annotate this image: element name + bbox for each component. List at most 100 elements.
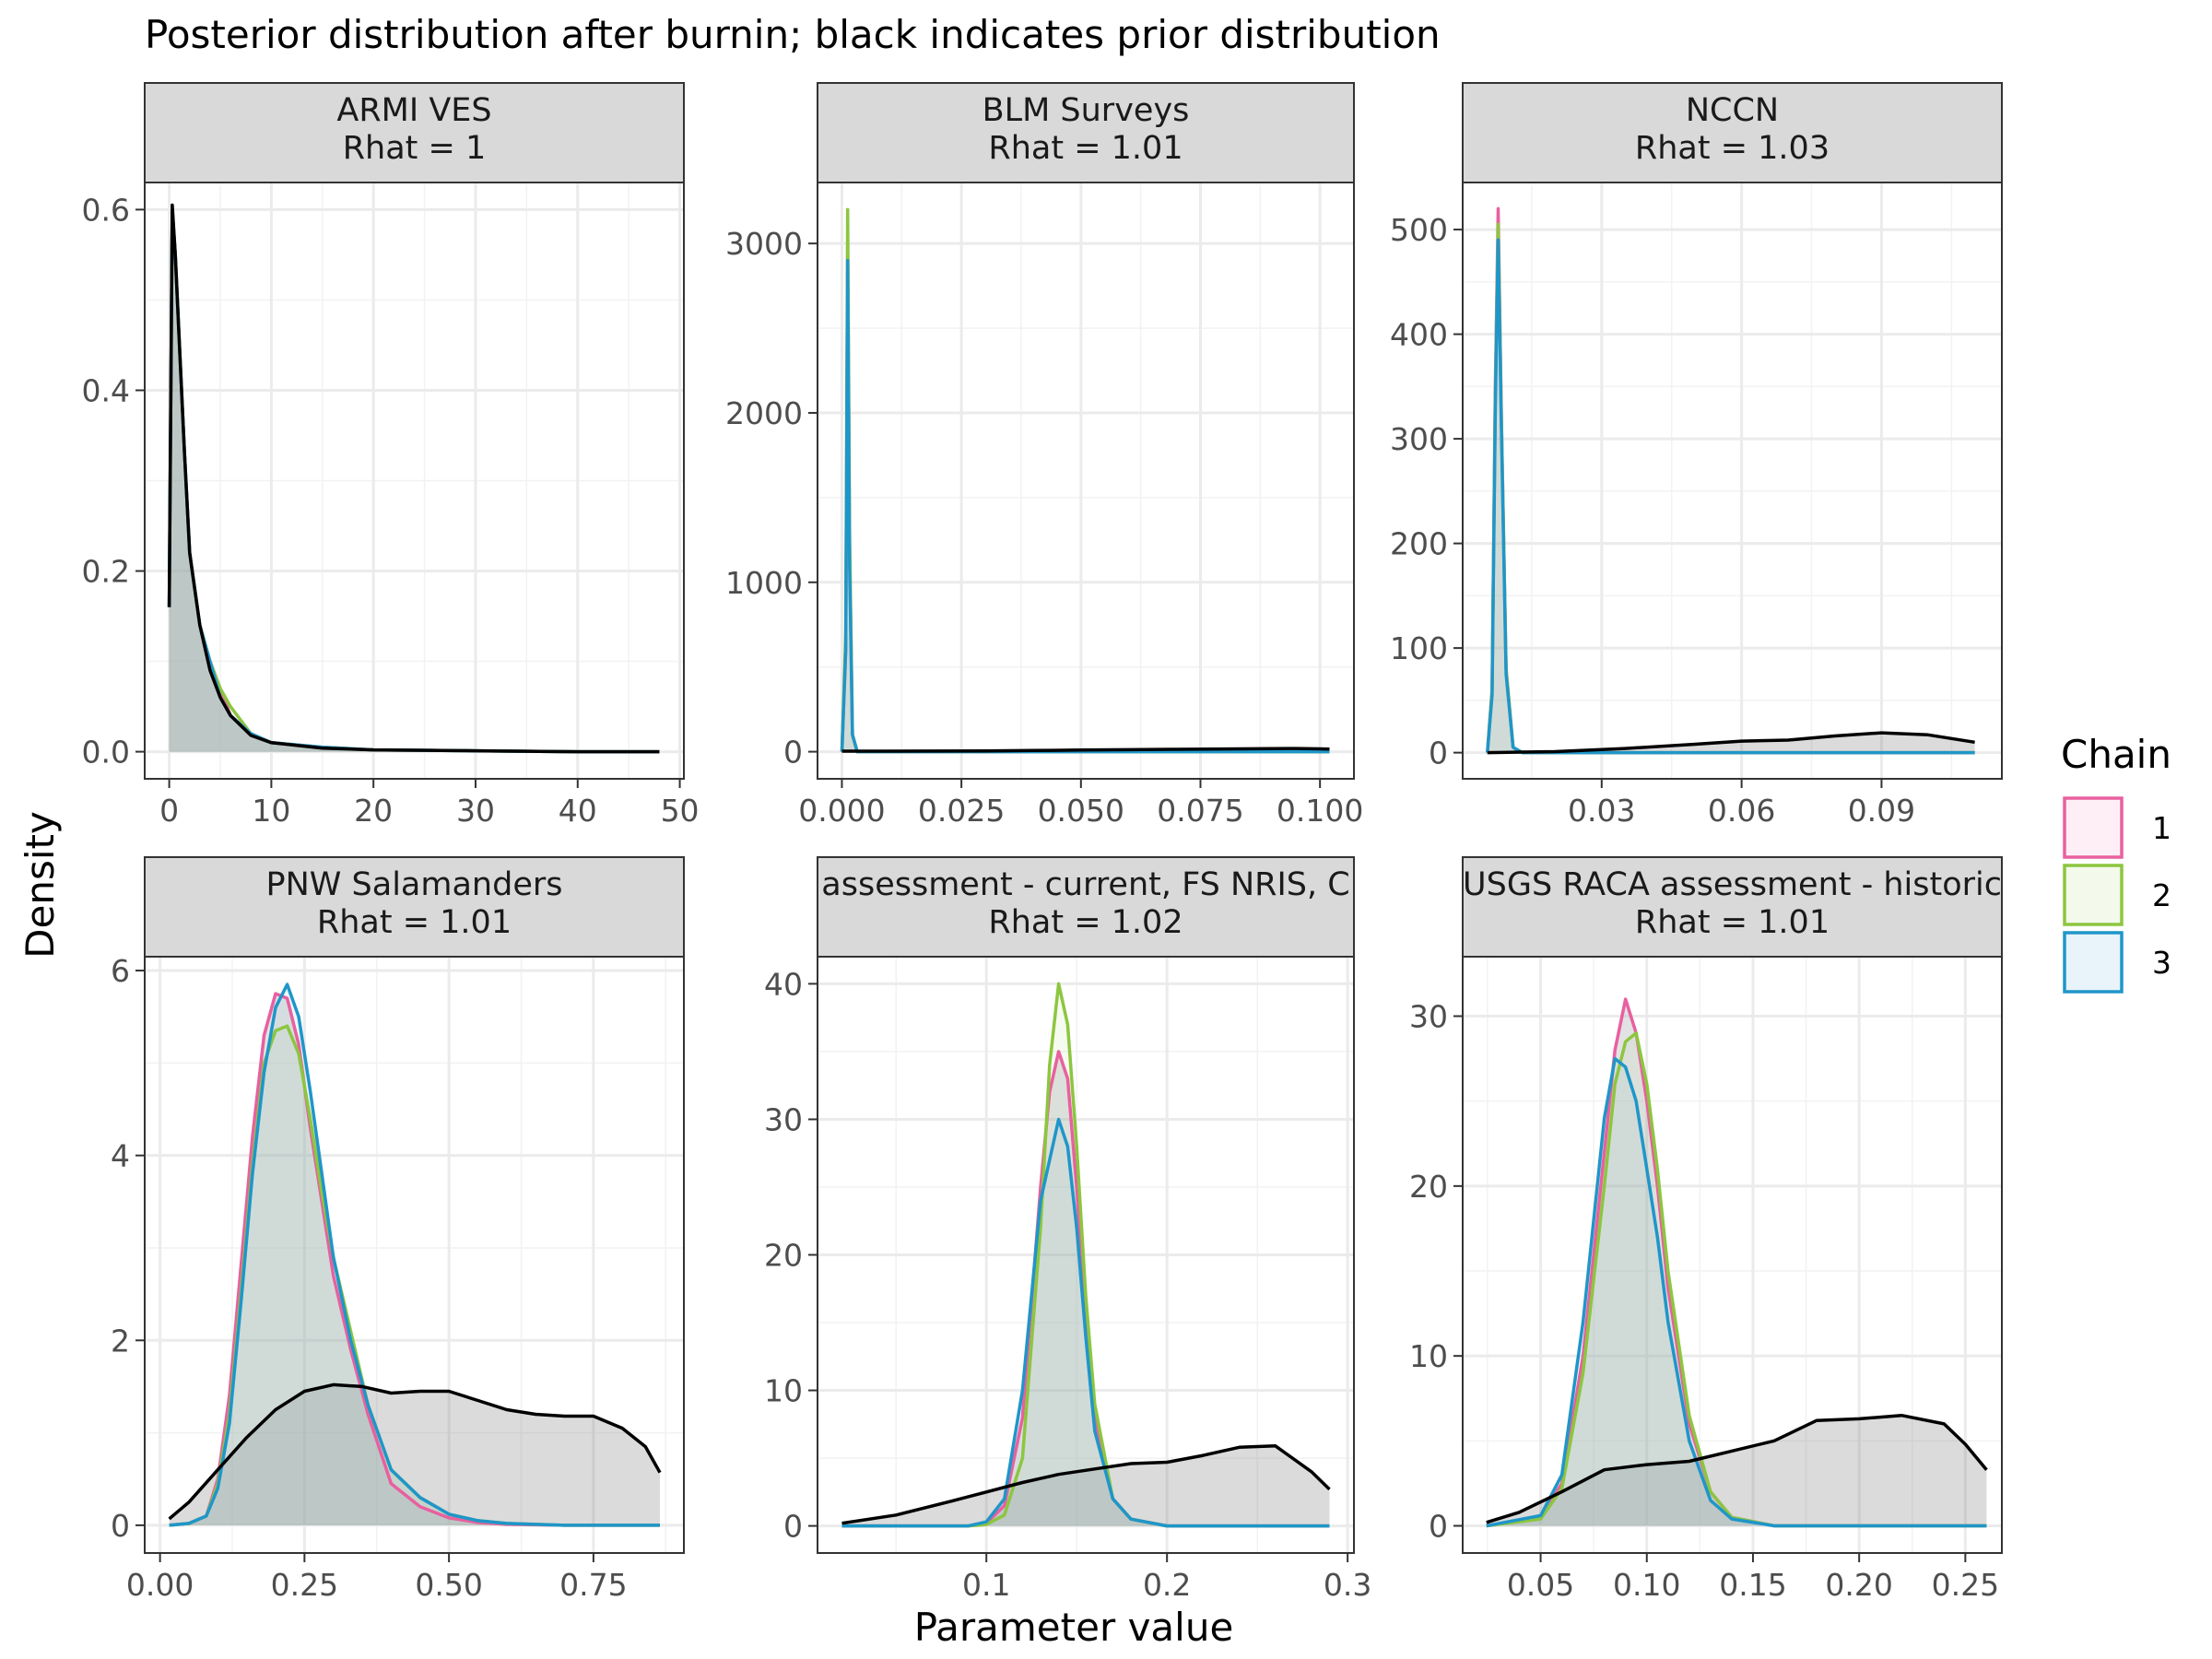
strip-background: [817, 82, 1355, 183]
prior-density-fill: [169, 205, 660, 752]
legend-swatch: [2063, 931, 2124, 994]
prior-density-line: [168, 1382, 662, 1521]
posterior-overlap-fill: [169, 209, 660, 752]
chain-1-density-fill: [841, 1051, 1330, 1526]
chain-2-density-fill: [841, 983, 1330, 1526]
panel-background: [818, 182, 1354, 779]
legend: Chain 1 2 3: [2061, 732, 2171, 994]
strip-rhat-label: Rhat = 1.03: [1635, 130, 1830, 167]
strip-rhat-label: Rhat = 1: [343, 130, 487, 167]
x-tick-label: 0.03: [1568, 793, 1635, 829]
strip-label: ARMI VES: [336, 92, 491, 129]
y-tick-label: 2: [111, 1323, 130, 1359]
y-tick-label: 0: [783, 735, 803, 771]
strip-background: [144, 82, 685, 183]
y-tick-label: 4: [111, 1138, 130, 1174]
x-tick-label: 0.05: [1507, 1567, 1574, 1603]
x-tick-label: 0.75: [559, 1567, 627, 1603]
y-tick-label: 40: [764, 966, 803, 1002]
plot-area: [1486, 206, 1975, 755]
y-tick-label: 30: [764, 1101, 803, 1137]
x-tick-label: 0.3: [1324, 1567, 1371, 1603]
legend-label: 3: [2152, 945, 2171, 981]
plot-area: [167, 203, 660, 754]
posterior-overlap-fill: [169, 994, 661, 1525]
chain-2-density-fill: [169, 209, 660, 752]
strip-background: [144, 856, 685, 958]
y-tick-label: 0.0: [82, 735, 130, 771]
y-tick-label: 0.2: [82, 554, 130, 590]
x-tick-label: 0.100: [1277, 793, 1363, 829]
y-tick-label: 2000: [725, 395, 803, 431]
y-tick-label: 20: [1409, 1169, 1448, 1205]
strip-background: [817, 856, 1355, 958]
chain-3-density-line: [1486, 1056, 1987, 1528]
y-tick-label: 0.4: [82, 372, 130, 408]
legend-item-2: 2: [2063, 864, 2171, 926]
strip-background: [1462, 856, 2003, 958]
x-tick-label: 20: [354, 793, 393, 829]
y-tick-label: 3000: [725, 226, 803, 262]
x-tick-label: 0.15: [1719, 1567, 1786, 1603]
y-tick-label: 10: [1409, 1338, 1448, 1374]
prior-density-line: [841, 747, 1330, 753]
chain-3-density-line: [169, 982, 660, 1527]
y-tick-label: 400: [1390, 317, 1448, 353]
plot-area: [1486, 997, 1988, 1528]
panel-background: [1463, 182, 2002, 779]
x-tick-label: 0.1: [962, 1567, 1010, 1603]
x-tick-label: 0.2: [1143, 1567, 1191, 1603]
prior-density-fill: [1486, 1415, 1987, 1526]
y-tick-label: 200: [1390, 526, 1448, 562]
strip-label: PNW Salamanders: [266, 866, 563, 903]
x-tick-label: 0.00: [126, 1567, 194, 1603]
posterior-overlap-fill: [841, 1051, 1330, 1526]
y-tick-label: 10: [764, 1373, 803, 1409]
x-tick-label: 40: [559, 793, 597, 829]
x-tick-label: 0.025: [918, 793, 1005, 829]
prior-density-line: [841, 1444, 1331, 1525]
strip-background: [1462, 82, 2003, 183]
legend-keys: 1 2 3: [2063, 796, 2171, 994]
chain-1-density-fill: [169, 994, 661, 1525]
x-tick-label: 0.20: [1825, 1567, 1892, 1603]
y-tick-label: 6: [111, 953, 130, 989]
y-tick-label: 100: [1390, 630, 1448, 666]
legend-label: 1: [2152, 810, 2171, 846]
x-tick-label: 50: [661, 793, 700, 829]
strip-rhat-label: Rhat = 1.01: [317, 904, 512, 941]
chart-title: Posterior distribution after burnin; bla…: [145, 12, 1441, 57]
chain-2-density-fill: [1486, 1032, 1987, 1526]
chain-2-density-line: [1486, 1031, 1987, 1528]
x-tick-label: 0.075: [1157, 793, 1243, 829]
x-tick-label: 0.25: [271, 1567, 338, 1603]
strip-rhat-label: Rhat = 1.01: [988, 130, 1182, 167]
prior-density-fill: [841, 1445, 1330, 1526]
y-tick-label: 0.6: [82, 192, 130, 228]
legend-title: Chain: [2061, 732, 2171, 777]
plot-area: [168, 982, 662, 1527]
chain-3-density-fill: [169, 984, 661, 1525]
strip-rhat-label: Rhat = 1.02: [988, 904, 1182, 941]
legend-item-1: 1: [2063, 796, 2171, 859]
x-tick-label: 10: [252, 793, 290, 829]
legend-swatch: [2063, 796, 2124, 859]
chain-3-density-line: [841, 1117, 1330, 1528]
y-tick-label: 0: [1429, 735, 1448, 771]
strip-label: NCCN: [1686, 92, 1779, 129]
prior-density-fill: [169, 1384, 661, 1525]
y-tick-label: 500: [1390, 212, 1448, 248]
y-tick-label: 0: [111, 1508, 130, 1544]
x-tick-label: 0.50: [415, 1567, 482, 1603]
strip-label: assessment - current, FS NRIS, C: [821, 866, 1349, 903]
